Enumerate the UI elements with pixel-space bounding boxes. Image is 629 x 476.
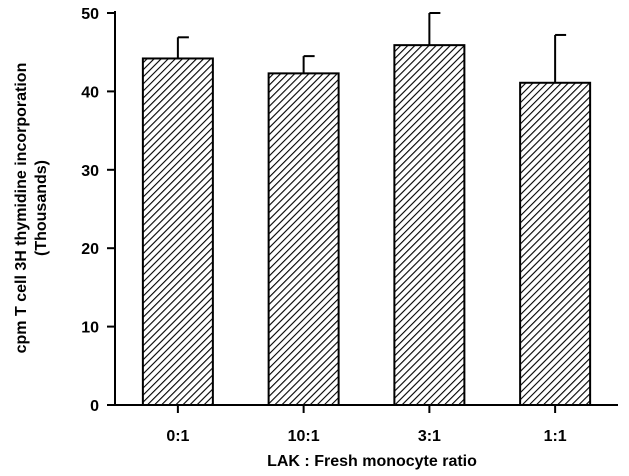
- bar-2: [267, 72, 340, 406]
- labels-layer: 0:1 10:1 3:1 1:1 0 10 20 30 40 50: [81, 6, 567, 445]
- y-tick-label-20: 20: [81, 241, 99, 258]
- y-tick-label-50: 50: [81, 6, 99, 23]
- bar-3: [393, 44, 466, 406]
- x-axis-title: LAK : Fresh monocyte ratio: [267, 453, 477, 470]
- bar-1: [141, 57, 214, 407]
- bars-layer: [141, 44, 592, 407]
- axes-layer: [107, 11, 618, 413]
- y-tick-label-0: 0: [90, 398, 99, 415]
- x-tick-label-1: 0:1: [166, 428, 189, 445]
- y-axis-title-units: (Thousands): [33, 160, 50, 256]
- bar-4: [519, 81, 592, 406]
- y-tick-label-10: 10: [81, 320, 99, 337]
- x-tick-label-2: 10:1: [288, 428, 320, 445]
- x-tick-label-3: 3:1: [418, 428, 441, 445]
- error-bars-layer: [176, 12, 567, 83]
- x-tick-label-4: 1:1: [544, 428, 567, 445]
- y-axis-title: cpm T cell 3H thymidine incorporation: [13, 63, 30, 354]
- y-tick-label-40: 40: [81, 84, 99, 101]
- y-tick-label-30: 30: [81, 163, 99, 180]
